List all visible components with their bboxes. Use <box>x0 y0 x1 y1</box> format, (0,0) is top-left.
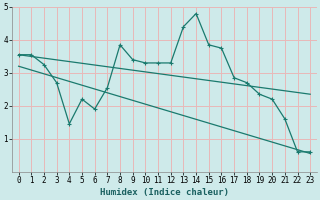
X-axis label: Humidex (Indice chaleur): Humidex (Indice chaleur) <box>100 188 229 197</box>
